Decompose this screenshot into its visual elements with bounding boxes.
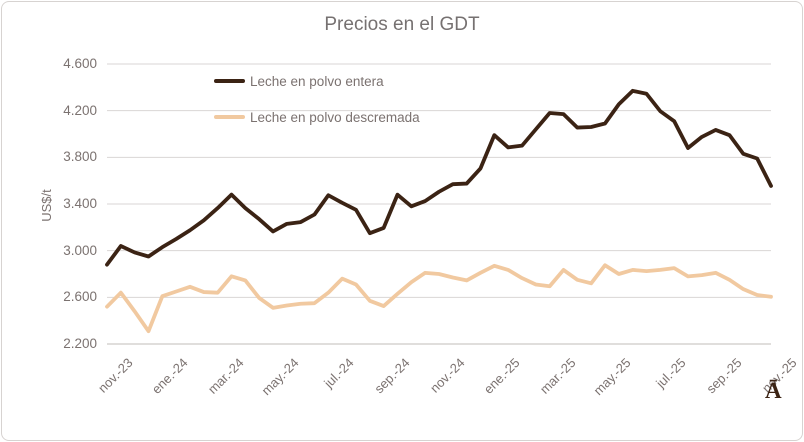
legend-line-swatch-entera: [214, 79, 245, 83]
y-tick-label: 3.000: [63, 242, 97, 258]
legend-label-descremada: Leche en polvo descremada: [250, 109, 420, 125]
y-tick-label: 3.800: [63, 149, 97, 165]
stray-character-artifact: Ā: [765, 378, 782, 403]
series-line-entera: [105, 88, 773, 267]
y-tick-label: 4.600: [63, 56, 97, 71]
y-tick-label: 3.400: [63, 196, 97, 211]
y-tick-label: 2.600: [63, 289, 97, 305]
chart-legend: Leche en polvo entera Leche en polvo des…: [214, 70, 420, 142]
legend-item-descremada: Leche en polvo descremada: [214, 106, 420, 128]
legend-label-entera: Leche en polvo entera: [250, 73, 384, 89]
y-tick-label: 4.200: [63, 102, 97, 118]
series-line-descremada: [105, 263, 773, 334]
legend-line-swatch-descremada: [214, 115, 245, 119]
legend-item-entera: Leche en polvo entera: [214, 70, 420, 92]
y-tick-label: 2.200: [63, 336, 97, 351]
chart-title: Precios en el GDT: [324, 14, 480, 35]
